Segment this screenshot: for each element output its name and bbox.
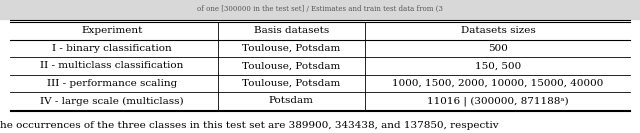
Text: 150, 500: 150, 500: [475, 61, 521, 70]
Text: Basis datasets: Basis datasets: [253, 26, 329, 35]
Text: IV - large scale (multiclass): IV - large scale (multiclass): [40, 96, 184, 105]
Text: he occurrences of the three classes in this test set are 389900, 343438, and 137: he occurrences of the three classes in t…: [0, 121, 499, 130]
Text: I - binary classification: I - binary classification: [52, 44, 172, 53]
Text: of one [300000 in the test set] / Estimates and train test data from (3: of one [300000 in the test set] / Estima…: [197, 5, 443, 13]
Text: Toulouse, Potsdam: Toulouse, Potsdam: [242, 61, 340, 70]
Text: Datasets sizes: Datasets sizes: [461, 26, 535, 35]
Text: 11016 | (300000, 871188ᵃ): 11016 | (300000, 871188ᵃ): [427, 96, 569, 106]
Text: Experiment: Experiment: [81, 26, 143, 35]
Text: III - performance scaling: III - performance scaling: [47, 79, 177, 88]
Text: Potsdam: Potsdam: [269, 96, 314, 105]
Text: Toulouse, Potsdam: Toulouse, Potsdam: [242, 44, 340, 53]
Text: II - multiclass classification: II - multiclass classification: [40, 61, 184, 70]
Text: 500: 500: [488, 44, 508, 53]
Text: 1000, 1500, 2000, 10000, 15000, 40000: 1000, 1500, 2000, 10000, 15000, 40000: [392, 79, 604, 88]
Text: Toulouse, Potsdam: Toulouse, Potsdam: [242, 79, 340, 88]
